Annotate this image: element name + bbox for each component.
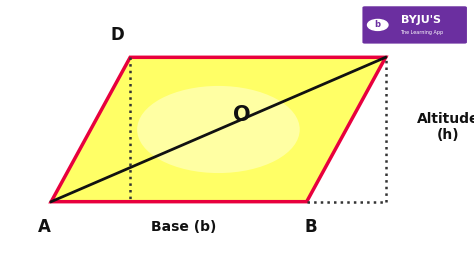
Text: Altitude
(h): Altitude (h) [417,112,474,142]
Text: B: B [304,218,317,235]
Text: D: D [110,26,124,44]
FancyBboxPatch shape [363,6,467,44]
Text: b: b [375,20,381,29]
Text: BYJU'S: BYJU'S [401,15,441,25]
Circle shape [367,20,388,30]
Ellipse shape [137,86,300,173]
Polygon shape [51,57,386,202]
Text: C: C [388,26,400,44]
Text: A: A [38,218,51,235]
Text: Base (b): Base (b) [151,219,216,234]
Text: O: O [233,105,250,124]
Text: The Learning App: The Learning App [400,30,443,35]
